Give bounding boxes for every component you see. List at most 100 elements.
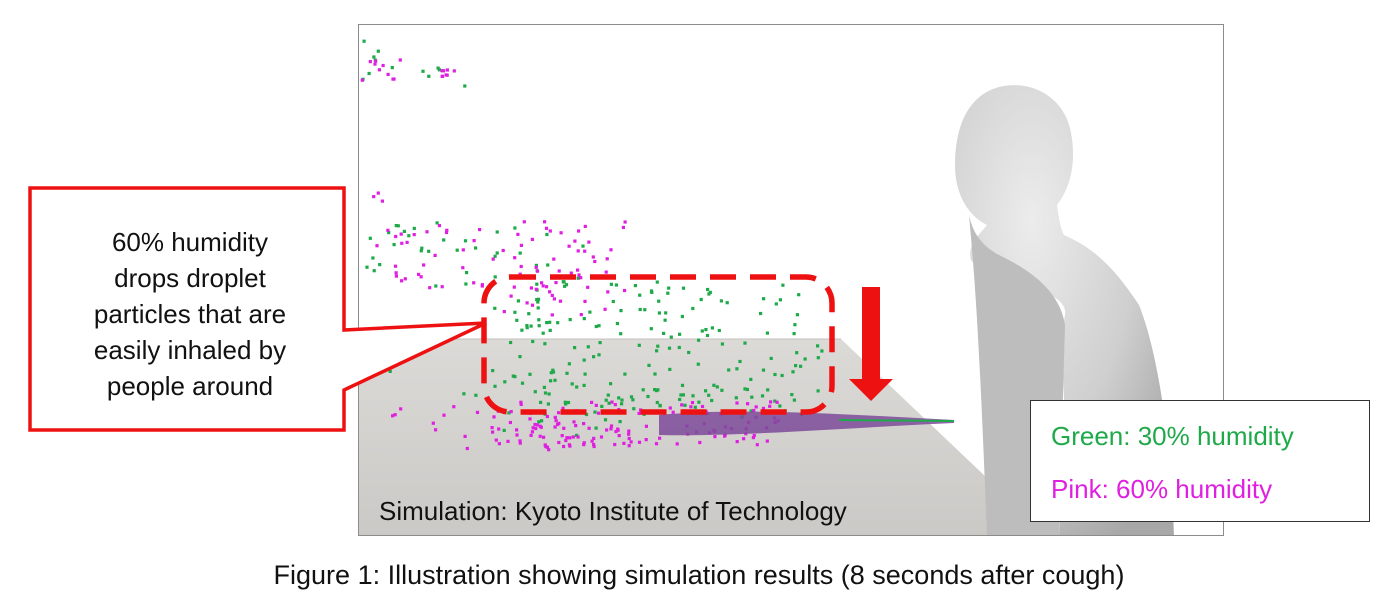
particle (495, 251, 499, 255)
particle (493, 254, 497, 258)
particle (545, 445, 549, 449)
particle (493, 306, 497, 310)
particle (609, 424, 614, 428)
particle (646, 394, 650, 399)
particle (689, 405, 693, 409)
particle (535, 269, 540, 273)
particle (442, 69, 446, 73)
particle (820, 349, 824, 353)
particle (691, 394, 695, 398)
particle (681, 286, 686, 290)
particle (715, 385, 719, 389)
particle (518, 441, 522, 445)
particle (774, 302, 778, 306)
particle (378, 263, 382, 267)
particle (574, 424, 578, 428)
particle (609, 248, 613, 252)
particle (440, 74, 444, 78)
particle (584, 412, 589, 417)
particle (768, 404, 772, 408)
particle (619, 309, 623, 313)
particle (597, 324, 601, 328)
particle (735, 367, 739, 371)
particle (591, 255, 595, 259)
particle (614, 429, 618, 434)
particle (520, 381, 525, 385)
particle (390, 66, 394, 70)
particle (792, 398, 796, 402)
particle (693, 405, 697, 409)
particle (545, 414, 549, 419)
particle (691, 306, 695, 311)
particle (583, 249, 587, 253)
particle (421, 69, 425, 73)
particle (427, 249, 431, 253)
particle (375, 244, 379, 248)
particle (393, 264, 398, 268)
particle (497, 442, 501, 446)
particle (522, 220, 526, 224)
particle-stream (838, 419, 955, 422)
particle (749, 377, 753, 381)
particle (381, 63, 385, 68)
particle (445, 73, 449, 77)
particle (386, 228, 390, 232)
particle (534, 265, 538, 269)
particle (400, 279, 404, 283)
particle (548, 290, 552, 294)
particle (367, 71, 371, 76)
particle (681, 393, 685, 397)
particle (571, 435, 575, 439)
particle (536, 297, 541, 301)
particle (669, 335, 673, 339)
particle (368, 60, 372, 64)
particle (712, 383, 716, 387)
particle (583, 224, 587, 228)
particle (371, 256, 375, 260)
particle (490, 426, 494, 430)
particle (478, 228, 482, 232)
particle (742, 437, 746, 441)
particle (461, 248, 465, 252)
particle (638, 293, 642, 297)
particle (795, 313, 799, 317)
particle (657, 299, 661, 303)
particle (557, 421, 561, 425)
particle (404, 342, 408, 346)
particle (388, 369, 392, 373)
particle (727, 368, 731, 372)
particle (513, 375, 517, 379)
particle (431, 421, 435, 425)
particle (494, 438, 498, 442)
particle (604, 398, 608, 402)
particle (463, 239, 468, 243)
particle (583, 299, 587, 303)
simulation-credit: Simulation: Kyoto Institute of Technolog… (379, 496, 847, 526)
particle (553, 378, 557, 382)
particle (562, 444, 566, 449)
particle (407, 234, 411, 238)
particle (570, 382, 574, 386)
particle (704, 328, 708, 332)
particle (618, 420, 622, 424)
particle (508, 420, 512, 425)
particle (666, 291, 670, 295)
particle (437, 68, 441, 72)
particle (520, 328, 524, 332)
particle (394, 234, 398, 239)
particle (668, 367, 672, 371)
particle (620, 402, 624, 406)
particle (586, 285, 590, 289)
particle (552, 257, 556, 261)
particle (515, 433, 519, 437)
particle (568, 444, 572, 448)
particle (760, 394, 765, 398)
particle (697, 400, 701, 404)
particle (549, 371, 553, 375)
particle (461, 266, 465, 270)
particle (552, 297, 556, 301)
particle (627, 432, 631, 436)
particle (463, 434, 467, 438)
particle (581, 244, 585, 248)
particle (507, 411, 511, 415)
